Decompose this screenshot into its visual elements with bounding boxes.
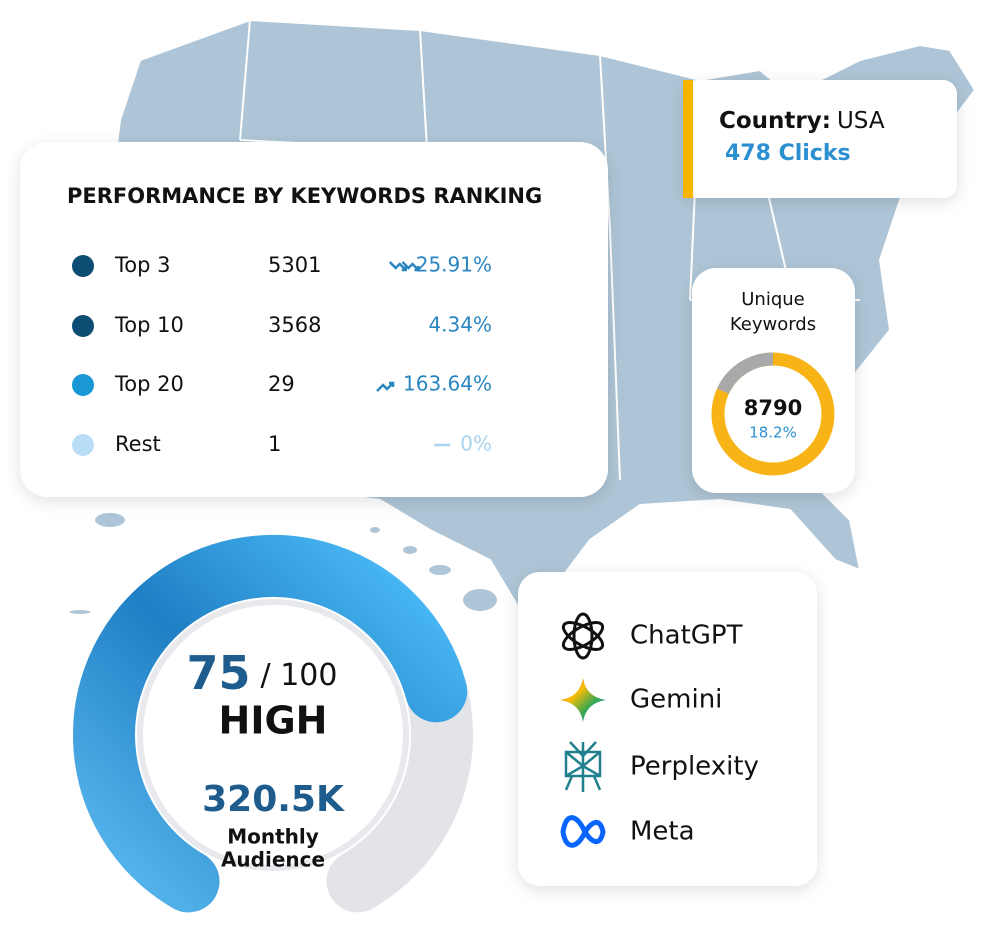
gemini-icon (560, 678, 606, 722)
perplexity-icon (564, 741, 602, 792)
country-card (683, 80, 957, 198)
platform-name: Meta (630, 817, 695, 847)
score: 75 (187, 646, 251, 700)
trend-icon (388, 261, 407, 272)
accent-bar (683, 80, 693, 198)
rank-dot (72, 255, 94, 277)
keywords-title: Keywords (730, 314, 816, 335)
keywords-card (692, 268, 855, 493)
rank-label: Top 20 (114, 372, 184, 396)
country-line: Country: USA (719, 108, 885, 134)
rank-change: 4.34% (428, 313, 492, 337)
country-value: USA (837, 108, 885, 134)
platform-name: Perplexity (630, 752, 759, 782)
audience: 320.5K (202, 779, 345, 820)
ai-list: ChatGPT Gemini Perplexity Meta (630, 621, 759, 847)
rank-change: 0% (460, 432, 492, 456)
gauge-value (73, 535, 468, 913)
rank-count: 29 (268, 372, 295, 396)
level: HIGH (219, 699, 328, 743)
audience-label: Monthly (227, 825, 319, 849)
rank-label: Rest (115, 432, 161, 456)
meta-icon (560, 815, 606, 848)
keywords-title: Unique (741, 289, 805, 310)
platform-name: ChatGPT (630, 621, 743, 651)
performance-card (20, 142, 608, 497)
rank-label: Top 10 (114, 313, 184, 337)
chatgpt-icon (561, 612, 605, 660)
rank-count: 1 (268, 432, 281, 456)
audience-label: Audience (221, 848, 325, 872)
clicks: 478 Clicks (725, 141, 851, 166)
trend-icon (401, 261, 420, 272)
country-label: Country: (719, 108, 831, 134)
rank-count: 3568 (268, 313, 321, 337)
keyword-rows: Top 3 5301 25.91% Top 10 3568 4.34% Top 20 29 16… (72, 253, 492, 456)
rank-dot (72, 374, 94, 396)
card-title: PERFORMANCE BY KEYWORDS RANKING (67, 184, 542, 208)
score-max: / 100 (261, 658, 338, 693)
rank-dot (72, 434, 94, 456)
platform-name: Gemini (630, 685, 722, 715)
rank-change: 25.91% (416, 253, 492, 277)
rank-count: 5301 (268, 253, 321, 277)
rank-label: Top 3 (114, 253, 170, 277)
keywords-share: 18.2% (749, 424, 797, 442)
rank-change: 163.64% (403, 372, 492, 396)
donut-share (717, 352, 774, 395)
score-line: 75 / 100 (187, 646, 338, 700)
rank-dot (72, 315, 94, 337)
keywords-total: 8790 (744, 396, 802, 420)
gauge-inner-ring (137, 599, 409, 871)
trend-icon (376, 381, 395, 392)
